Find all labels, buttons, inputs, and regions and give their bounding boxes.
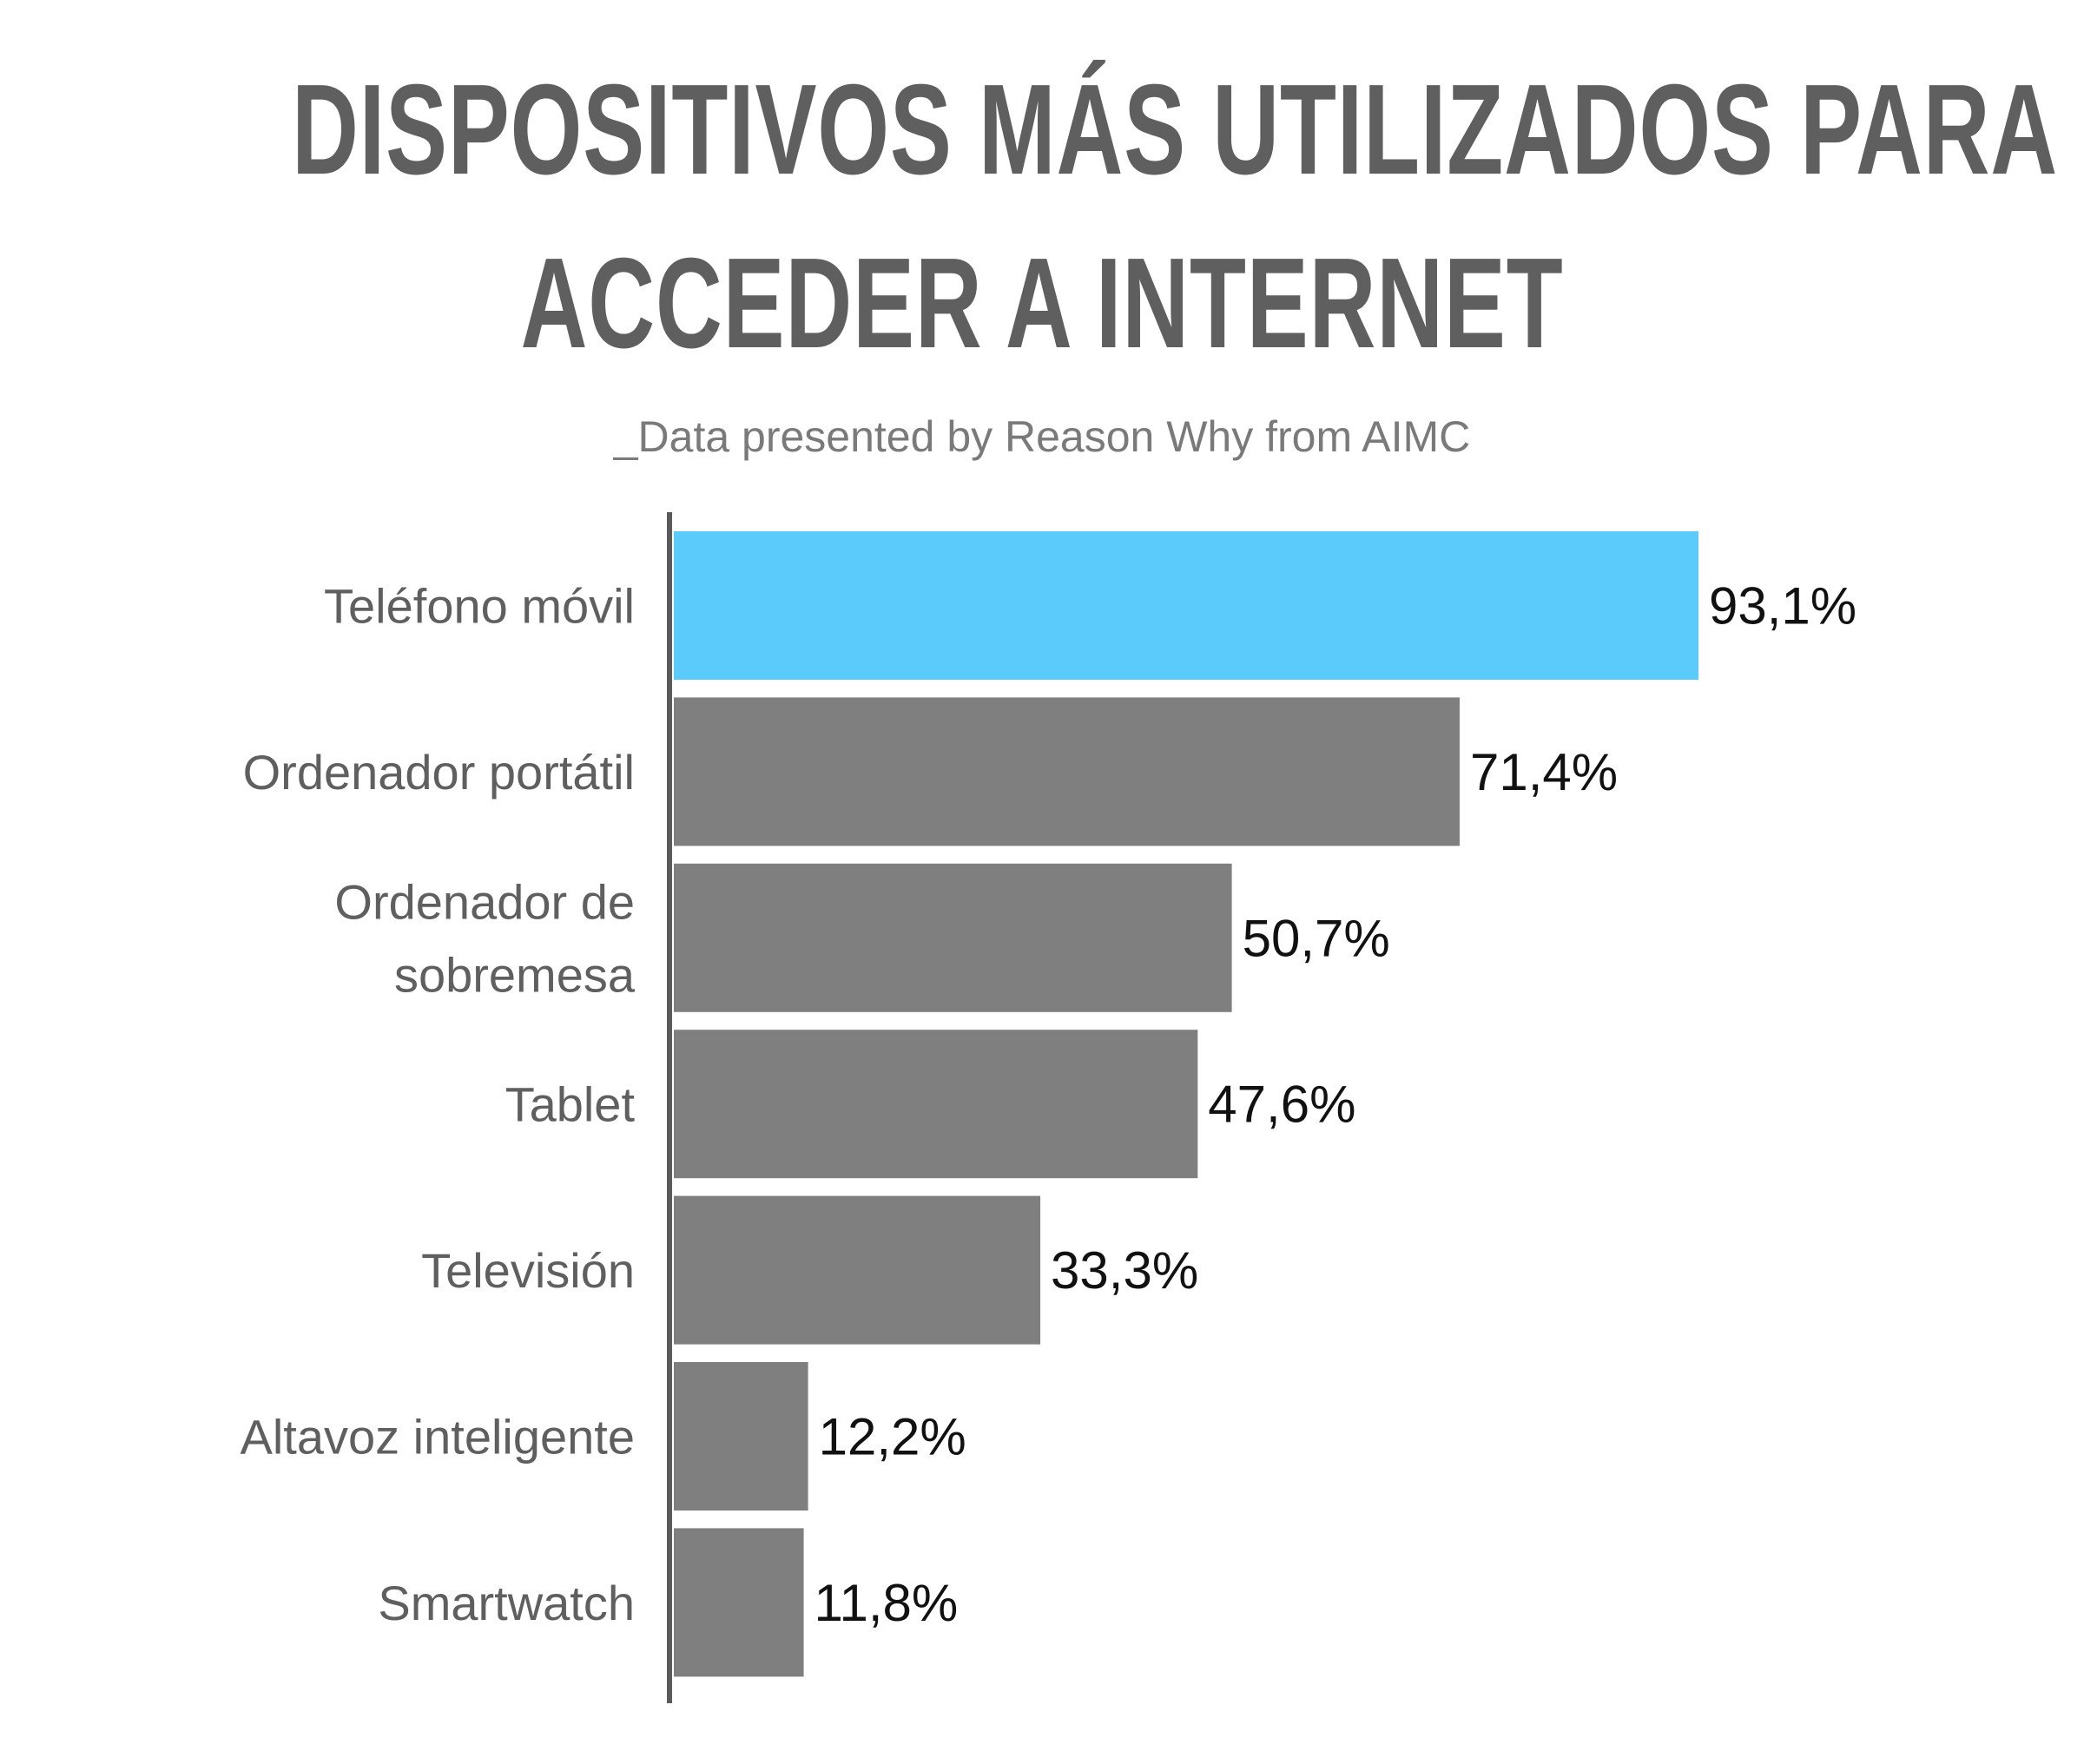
category-label-7: Smartwatch: [378, 1576, 635, 1630]
chart-title-line-1: DISPOSITIVOS MÁS UTILIZADOS PARA: [291, 58, 2058, 201]
bar-7: [674, 1528, 804, 1677]
bar-1: [674, 531, 1698, 680]
bar-3: [674, 863, 1232, 1012]
bar-4: [674, 1030, 1198, 1179]
value-label-3: 50,7%: [1243, 909, 1390, 967]
bar-2: [674, 697, 1460, 846]
value-label-6: 12,2%: [819, 1408, 966, 1466]
category-label-4: Tablet: [505, 1077, 636, 1132]
value-label-7: 11,8%: [814, 1574, 959, 1632]
category-label-2: Ordenador portátil: [243, 745, 635, 800]
category-label-5: Televisión: [421, 1243, 635, 1298]
bar-5: [674, 1195, 1041, 1345]
category-label-3: Ordenador de sobremesa: [334, 874, 635, 1002]
chart-title-line-2: ACCEDER A INTERNET: [520, 232, 1564, 375]
category-label-6: Altavoz inteligente: [240, 1410, 635, 1465]
bar-6: [674, 1362, 808, 1511]
value-label-1: 93,1%: [1709, 577, 1856, 635]
category-label-1: Teléfono móvil: [324, 579, 635, 634]
chart-subtitle: _Data presented by Reason Why from AIMC: [613, 412, 1471, 461]
value-label-5: 33,3%: [1051, 1241, 1198, 1300]
value-label-2: 71,4%: [1470, 743, 1618, 801]
value-label-4: 47,6%: [1208, 1076, 1355, 1134]
